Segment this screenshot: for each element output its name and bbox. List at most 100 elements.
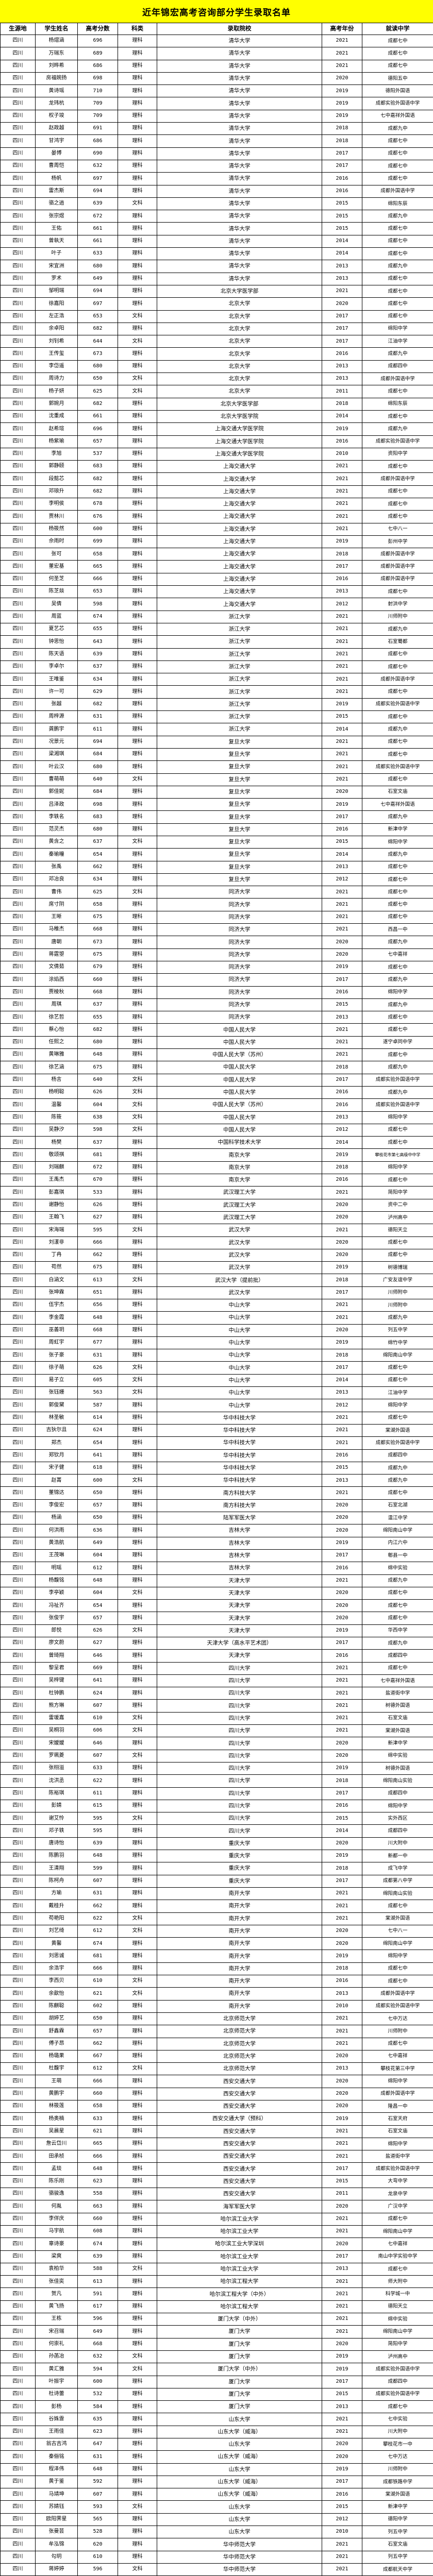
- cell-name[interactable]: 易子立: [35, 1374, 78, 1387]
- cell-name[interactable]: 冯祉齐: [35, 1599, 78, 1613]
- cell-school[interactable]: 浙江大学: [157, 698, 322, 711]
- cell-hs[interactable]: 射洪中学: [362, 598, 433, 611]
- cell-subject[interactable]: 理科: [118, 1937, 157, 1951]
- cell-subject[interactable]: 理科: [118, 1887, 157, 1901]
- cell-name[interactable]: 王萌: [35, 2075, 78, 2088]
- cell-origin[interactable]: 四川: [0, 1061, 36, 1074]
- cell-year[interactable]: 2021: [322, 2300, 362, 2314]
- cell-name[interactable]: 徐子萌: [35, 1361, 78, 1375]
- cell-school[interactable]: 四川大学: [157, 1699, 322, 1713]
- cell-school[interactable]: 清华大学: [157, 122, 322, 135]
- cell-year[interactable]: 2021: [322, 1687, 362, 1700]
- cell-hs[interactable]: 成都七中: [362, 648, 433, 661]
- cell-subject[interactable]: 理科: [118, 1211, 157, 1225]
- cell-year[interactable]: 2018: [322, 1161, 362, 1175]
- cell-year[interactable]: 2021: [322, 1048, 362, 1062]
- cell-hs[interactable]: 绵竹中学: [362, 1336, 433, 1350]
- cell-school[interactable]: 天津大学: [157, 1624, 322, 1638]
- cell-score[interactable]: 622: [77, 1912, 118, 1925]
- cell-score[interactable]: 662: [77, 2037, 118, 2050]
- cell-school[interactable]: 天津大学: [157, 1574, 322, 1587]
- cell-origin[interactable]: 四川: [0, 535, 36, 549]
- cell-score[interactable]: 668: [77, 923, 118, 937]
- cell-hs[interactable]: 七中嘉祥外国语: [362, 109, 433, 123]
- cell-school[interactable]: 武汉理工大学: [157, 1211, 322, 1225]
- cell-school[interactable]: 中山大学: [157, 1311, 322, 1325]
- cell-year[interactable]: 2021: [322, 2287, 362, 2301]
- cell-hs[interactable]: 绵阳南山中学: [362, 1937, 433, 1951]
- cell-origin[interactable]: 四川: [0, 2225, 36, 2239]
- cell-score[interactable]: 604: [77, 1586, 118, 1600]
- cell-origin[interactable]: 四川: [0, 1524, 36, 1537]
- cell-subject[interactable]: 文科: [118, 773, 157, 786]
- cell-school[interactable]: 上海交通大学医学院: [157, 447, 322, 461]
- cell-year[interactable]: 2021: [322, 1436, 362, 1450]
- cell-origin[interactable]: 四川: [0, 159, 36, 173]
- cell-name[interactable]: 文倩茹: [35, 960, 78, 974]
- cell-school[interactable]: 南开大学: [157, 1962, 322, 1976]
- cell-hs[interactable]: 成都七中: [362, 222, 433, 235]
- cell-score[interactable]: 626: [77, 1198, 118, 1212]
- column-header-name[interactable]: 学生姓名: [35, 23, 78, 35]
- cell-hs[interactable]: 成都七中: [362, 1900, 433, 1913]
- cell-name[interactable]: 曾琦翔: [35, 1649, 78, 1663]
- cell-origin[interactable]: 四川: [0, 1423, 36, 1437]
- cell-name[interactable]: 雷瑗嘉: [35, 1711, 78, 1725]
- cell-name[interactable]: 吕泽政: [35, 798, 78, 811]
- cell-subject[interactable]: 文科: [118, 310, 157, 323]
- cell-hs[interactable]: 七中嘉祥: [362, 2049, 433, 2063]
- cell-subject[interactable]: 理科: [118, 234, 157, 248]
- cell-subject[interactable]: 理科: [118, 1011, 157, 1024]
- cell-hs[interactable]: 攀枝花市一中: [362, 2437, 433, 2451]
- cell-name[interactable]: 张宗煜: [35, 210, 78, 223]
- cell-name[interactable]: 段懿芯: [35, 472, 78, 486]
- cell-hs[interactable]: 七中万达: [362, 2450, 433, 2464]
- cell-score[interactable]: 613: [77, 2275, 118, 2289]
- cell-name[interactable]: 徐艺涵: [35, 1061, 78, 1074]
- cell-score[interactable]: 621: [77, 1987, 118, 2001]
- cell-name[interactable]: 黄浩航: [35, 1536, 78, 1550]
- cell-name[interactable]: 贺凡: [35, 2287, 78, 2301]
- cell-subject[interactable]: 文科: [118, 1111, 157, 1124]
- cell-school[interactable]: 重庆大学: [157, 1837, 322, 1851]
- cell-year[interactable]: 2021: [322, 910, 362, 924]
- cell-year[interactable]: 2021: [322, 2313, 362, 2326]
- cell-subject[interactable]: 文科: [118, 385, 157, 398]
- cell-score[interactable]: 694: [77, 735, 118, 749]
- cell-hs[interactable]: 成都七中: [362, 886, 433, 899]
- cell-origin[interactable]: 四川: [0, 673, 36, 686]
- cell-score[interactable]: 694: [77, 284, 118, 298]
- cell-name[interactable]: 余卓阳: [35, 322, 78, 336]
- cell-score[interactable]: 621: [77, 2125, 118, 2138]
- cell-hs[interactable]: 广安友谊中学: [362, 1274, 433, 1287]
- cell-hs[interactable]: 德阳五中: [362, 72, 433, 86]
- cell-name[interactable]: 杨熠涵: [35, 34, 78, 48]
- cell-school[interactable]: 天津大学（高水平艺术团）: [157, 1636, 322, 1650]
- cell-origin[interactable]: 四川: [0, 1649, 36, 1663]
- cell-subject[interactable]: 理科: [118, 2300, 157, 2314]
- cell-name[interactable]: 明瑶: [35, 1562, 78, 1575]
- cell-school[interactable]: 山东大学: [157, 2500, 322, 2514]
- cell-subject[interactable]: 理科: [118, 1311, 157, 1325]
- cell-origin[interactable]: 四川: [0, 1499, 36, 1513]
- cell-name[interactable]: 李金霞: [35, 1311, 78, 1325]
- cell-subject[interactable]: 理科: [118, 810, 157, 824]
- cell-score[interactable]: 670: [77, 1174, 118, 1187]
- cell-subject[interactable]: 理科: [118, 1324, 157, 1337]
- cell-school[interactable]: 四川大学: [157, 1787, 322, 1800]
- cell-hs[interactable]: 成都七中: [362, 1123, 433, 1137]
- cell-hs[interactable]: 德阳中学: [362, 2513, 433, 2527]
- cell-year[interactable]: 2017: [322, 1787, 362, 1800]
- cell-name[interactable]: 陈柯舟: [35, 1874, 78, 1888]
- cell-score[interactable]: 648: [77, 1850, 118, 1863]
- cell-school[interactable]: 厦门大学: [157, 2325, 322, 2338]
- cell-score[interactable]: 690: [77, 147, 118, 160]
- cell-school[interactable]: 武汉大学: [157, 1236, 322, 1249]
- cell-origin[interactable]: 四川: [0, 2212, 36, 2226]
- cell-origin[interactable]: 四川: [0, 2450, 36, 2464]
- cell-name[interactable]: 辜诗豪: [35, 2238, 78, 2251]
- cell-score[interactable]: 675: [77, 1261, 118, 1275]
- cell-score[interactable]: 598: [77, 598, 118, 611]
- cell-subject[interactable]: 理科: [118, 1774, 157, 1788]
- cell-score[interactable]: 655: [77, 1011, 118, 1024]
